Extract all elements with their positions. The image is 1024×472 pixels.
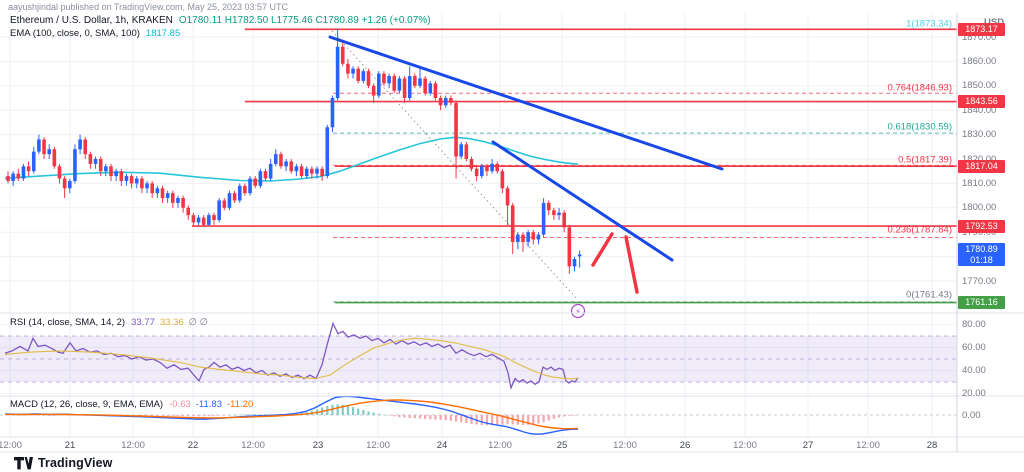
rsi-value: 33.77: [131, 317, 155, 328]
tradingview-logo: [14, 456, 33, 469]
current-price-chip: 1780.89 01:18: [958, 243, 1005, 267]
price-level-chip: 1873.17: [958, 22, 1005, 36]
symbol-title[interactable]: Ethereum / U.S. Dollar, 1h, KRAKEN: [10, 15, 173, 26]
fib-label: 0.618(1830.59): [887, 121, 952, 133]
price-tick-label: 1840.00: [962, 104, 997, 116]
macd-legend: MACD (12, 26, close, 9, EMA, EMA) -0.63 -1…: [10, 399, 253, 410]
rsi-tick-label: 20.00: [962, 388, 986, 399]
price-level-chip: 1792.53: [958, 219, 1005, 233]
price-tick-label: 1770.00: [962, 275, 997, 287]
ema-label[interactable]: EMA (100, close, 0, SMA, 100): [10, 28, 140, 39]
price-tick-label: 1800.00: [962, 202, 997, 214]
current-price: 1780.89: [965, 244, 998, 255]
time-tick-label: 12:00: [121, 440, 145, 451]
price-tick-label: 1830.00: [962, 129, 997, 141]
borders-layer: [0, 13, 1024, 453]
ema-value: 1817.85: [145, 28, 181, 39]
time-tick-label: 12:00: [488, 440, 512, 451]
ema-line: [4, 136, 579, 182]
bar-countdown: 01:18: [970, 255, 993, 266]
time-tick-label: 12:00: [0, 440, 22, 451]
time-tick-label: 28: [926, 440, 938, 451]
macd-label[interactable]: MACD (12, 26, close, 9, EMA, EMA): [10, 399, 164, 410]
price-tick-label: 1870.00: [962, 31, 997, 43]
rsi-tick-label: 60.00: [962, 342, 986, 353]
time-tick-label: 27: [802, 440, 814, 451]
time-tick-label: 24: [436, 440, 448, 451]
macd-signal-value: -11.20: [227, 399, 254, 410]
flash-marker: ⚡: [570, 303, 586, 319]
time-tick-label: 12:00: [366, 440, 390, 451]
time-tick-label: 12:00: [733, 440, 757, 451]
brand-text: TradingView: [38, 456, 113, 470]
price-axis-currency: USD: [984, 17, 1004, 28]
drawings-layer: [328, 35, 724, 294]
time-tick-label: 26: [679, 440, 691, 451]
time-tick-label: 25: [556, 440, 568, 451]
horizontal-lines-layer: [192, 28, 957, 304]
macd-pane: [0, 395, 957, 435]
publish-header: aayushjindal published on TradingView.co…: [8, 2, 289, 12]
rsi-ma-value: 33.36: [159, 317, 184, 328]
rsi-tick-label: 80.00: [962, 319, 986, 330]
rsi-extra-values: ∅ ∅: [188, 317, 208, 328]
fib-label: 1(1873.34): [906, 18, 952, 30]
main-legend: Ethereum / U.S. Dollar, 1h, KRAKEN O1780.…: [10, 15, 431, 26]
rsi-tick-label: 40.00: [962, 365, 986, 376]
time-tick-label: 12:00: [856, 440, 880, 451]
fib-label: 0.236(1787.84): [887, 224, 952, 236]
price-level-chip: 1761.16: [958, 296, 1005, 310]
time-tick-label: 23: [312, 440, 324, 451]
price-level-chip: 1817.04: [958, 159, 1005, 173]
svg-text:⚡: ⚡: [575, 307, 581, 317]
time-tick-label: 12:00: [613, 440, 637, 451]
price-tick-label: 1810.00: [962, 177, 997, 189]
fib-label: 0(1761.43): [906, 289, 952, 301]
rsi-pane: [0, 321, 957, 390]
footer-brand[interactable]: TradingView: [14, 456, 113, 470]
price-tick-label: 1860.00: [962, 55, 997, 67]
price-level-chip: 1843.56: [958, 95, 1005, 108]
ema-legend: EMA (100, close, 0, SMA, 100) 1817.85: [10, 28, 180, 39]
time-tick-label: 12:00: [241, 440, 265, 451]
price-tick-label: 1850.00: [962, 80, 997, 92]
time-tick-label: 21: [64, 440, 76, 451]
fib-label: 0.5(1817.39): [898, 154, 952, 166]
macd-hist-value: -0.63: [169, 399, 191, 410]
price-tick-label: 1820.00: [962, 154, 996, 165]
rsi-legend: RSI (14, close, SMA, 14, 2) 33.77 33.36 ∅ ∅: [10, 317, 208, 328]
ohlc-readout: O1780.11 H1782.50 L1775.46 C1780.89 +1.2…: [178, 15, 431, 26]
candles-layer: [6, 29, 582, 274]
macd-line-value: -11.83: [195, 399, 222, 410]
fib-label: 0.764(1846.93): [887, 82, 952, 94]
rsi-label[interactable]: RSI (14, close, SMA, 14, 2): [10, 317, 126, 328]
time-tick-label: 22: [187, 440, 199, 451]
grid-layer: [0, 13, 957, 437]
macd-tick-label: 0.00: [962, 409, 981, 421]
